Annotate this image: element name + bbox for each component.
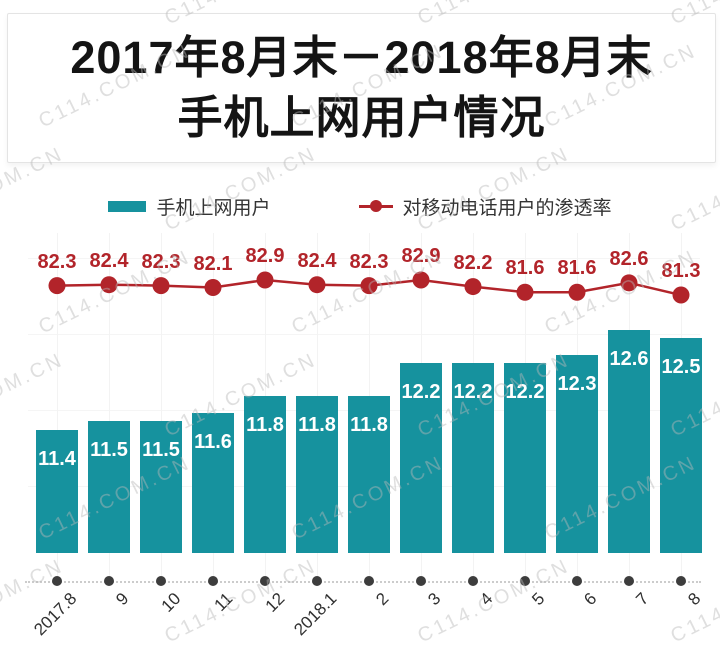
line-value-label: 81.6	[557, 257, 597, 280]
x-axis-dot	[572, 576, 582, 586]
x-axis-dot	[208, 576, 218, 586]
bar-value-label: 11.8	[246, 414, 284, 437]
x-axis-dot	[416, 576, 426, 586]
x-axis-dot	[624, 576, 634, 586]
line-point	[204, 279, 222, 297]
x-axis-dot	[52, 576, 62, 586]
line-point	[464, 278, 482, 296]
line-value-label: 81.6	[505, 257, 545, 280]
line-point	[620, 274, 638, 292]
line-value-label: 82.9	[245, 245, 285, 267]
line-value-label: 82.9	[401, 245, 441, 267]
gridline-vertical	[161, 233, 162, 581]
x-axis-dot	[364, 576, 374, 586]
line-value-label: 82.3	[141, 250, 181, 273]
x-axis-dot	[260, 576, 270, 586]
gridline-horizontal	[28, 258, 700, 259]
line-value-label: 82.1	[193, 252, 233, 275]
bar-value-label: 11.4	[38, 447, 76, 470]
bar-value-label: 12.2	[453, 381, 493, 403]
bar-value-label: 11.5	[142, 439, 180, 462]
line-point	[360, 277, 378, 295]
x-axis-dot	[156, 576, 166, 586]
bar-value-label: 12.3	[557, 372, 597, 395]
bar	[192, 413, 234, 553]
bar	[348, 396, 390, 553]
gridline-vertical	[213, 233, 214, 581]
bar	[504, 363, 546, 553]
x-axis-line	[25, 581, 701, 583]
line-point	[516, 283, 534, 301]
line-value-label: 82.4	[297, 249, 337, 272]
chart-title-line1: 2017年8月末－2018年8月末	[70, 32, 653, 83]
line-point	[672, 286, 690, 304]
legend-label-line-series: 对移动电话用户的渗透率	[402, 197, 612, 219]
line-point	[568, 283, 586, 301]
bar	[660, 338, 702, 553]
line-point	[412, 271, 430, 289]
line-point	[308, 276, 326, 294]
bar-value-label: 12.2	[401, 381, 441, 403]
legend-item-bar-series: 手机上网用户	[108, 193, 271, 220]
line-point	[100, 276, 118, 294]
x-axis-dot	[104, 576, 114, 586]
line-value-label: 82.3	[349, 250, 389, 273]
bar-value-label: 12.2	[505, 381, 545, 403]
line-value-label: 82.3	[37, 250, 77, 273]
legend-item-line-series: 对移动电话用户的渗透率	[358, 193, 612, 220]
bar	[140, 421, 182, 553]
bar-value-label: 11.6	[194, 431, 232, 453]
line-series-swatch	[358, 200, 393, 212]
line-value-label: 82.6	[609, 247, 649, 270]
x-axis-dot	[520, 576, 530, 586]
legend-label-bar-series: 手机上网用户	[156, 197, 271, 219]
gridline-vertical	[57, 233, 58, 581]
line-point	[152, 277, 170, 295]
bar-value-label: 12.6	[609, 347, 649, 370]
bar-value-label: 11.5	[90, 439, 128, 462]
bar	[608, 329, 650, 553]
chart-title-line2: 手机上网用户情况	[177, 92, 546, 143]
bar-value-label: 11.8	[298, 414, 336, 437]
line-value-label: 82.2	[453, 251, 493, 274]
gridline-horizontal	[28, 334, 700, 335]
bar	[36, 429, 78, 553]
line-value-label: 82.4	[89, 249, 129, 272]
x-axis-dot	[468, 576, 478, 586]
bar	[452, 363, 494, 553]
gridline-vertical	[109, 233, 110, 581]
bar-series-swatch	[108, 200, 147, 212]
bar-value-label: 12.5	[661, 356, 701, 378]
line-value-label: 81.3	[661, 260, 701, 283]
x-axis-dot	[312, 576, 322, 586]
bar-value-label: 11.8	[350, 414, 388, 437]
bar	[556, 354, 598, 553]
bar	[296, 396, 338, 553]
x-axis-dot	[676, 576, 686, 586]
line-point	[256, 271, 274, 289]
line-point	[48, 277, 66, 295]
bar	[400, 363, 442, 553]
line-series-swatch-dot	[369, 200, 382, 212]
bar	[88, 421, 130, 553]
chart-title-box: 2017年8月末－2018年8月末 手机上网用户情况	[7, 13, 716, 163]
bar	[244, 396, 286, 553]
legend: 手机上网用户 对移动电话用户的渗透率	[0, 192, 720, 220]
